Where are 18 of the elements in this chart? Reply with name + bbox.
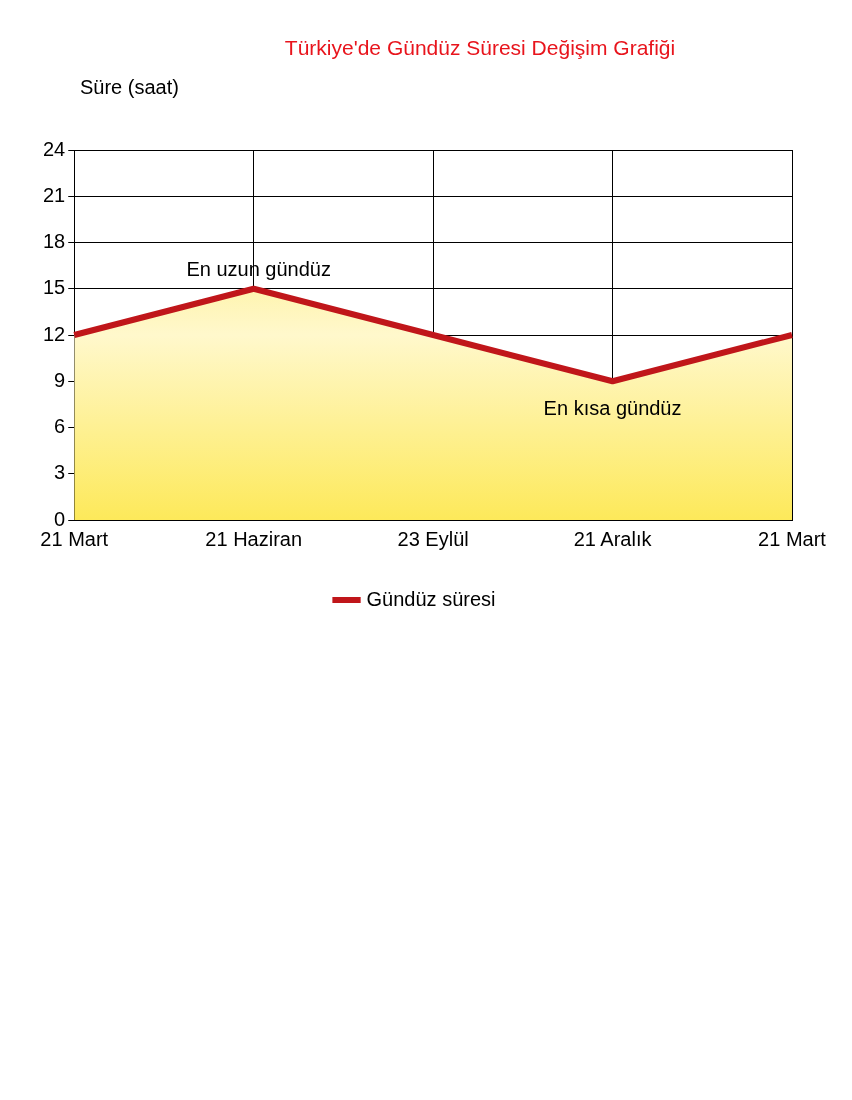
chart-title: Türkiye'de Gündüz Süresi Değişim Grafiği (283, 35, 677, 61)
y-tick-label: 15 (43, 276, 66, 299)
x-tick-label: 21 Mart (40, 527, 109, 550)
y-tick-label: 0 (54, 507, 66, 530)
y-tick-label: 18 (43, 230, 66, 253)
x-tick-label: 21 Mart (758, 527, 827, 550)
y-tick-label: 24 (43, 137, 66, 160)
legend-label: Gündüz süresi (366, 587, 496, 610)
x-tick-label: 21 Aralık (573, 527, 653, 550)
y-tick-label: 3 (54, 461, 66, 484)
x-tick-label: 21 Haziran (205, 527, 303, 550)
y-tick-label: 12 (43, 322, 66, 345)
y-axis-title: Süre (saat) (80, 76, 179, 99)
annotation: En kısa gündüz (543, 396, 682, 419)
x-tick-label: 23 Eylül (397, 527, 469, 550)
y-tick-label: 9 (54, 368, 66, 391)
y-tick-label: 21 (43, 183, 66, 206)
y-tick-label: 6 (54, 415, 66, 438)
